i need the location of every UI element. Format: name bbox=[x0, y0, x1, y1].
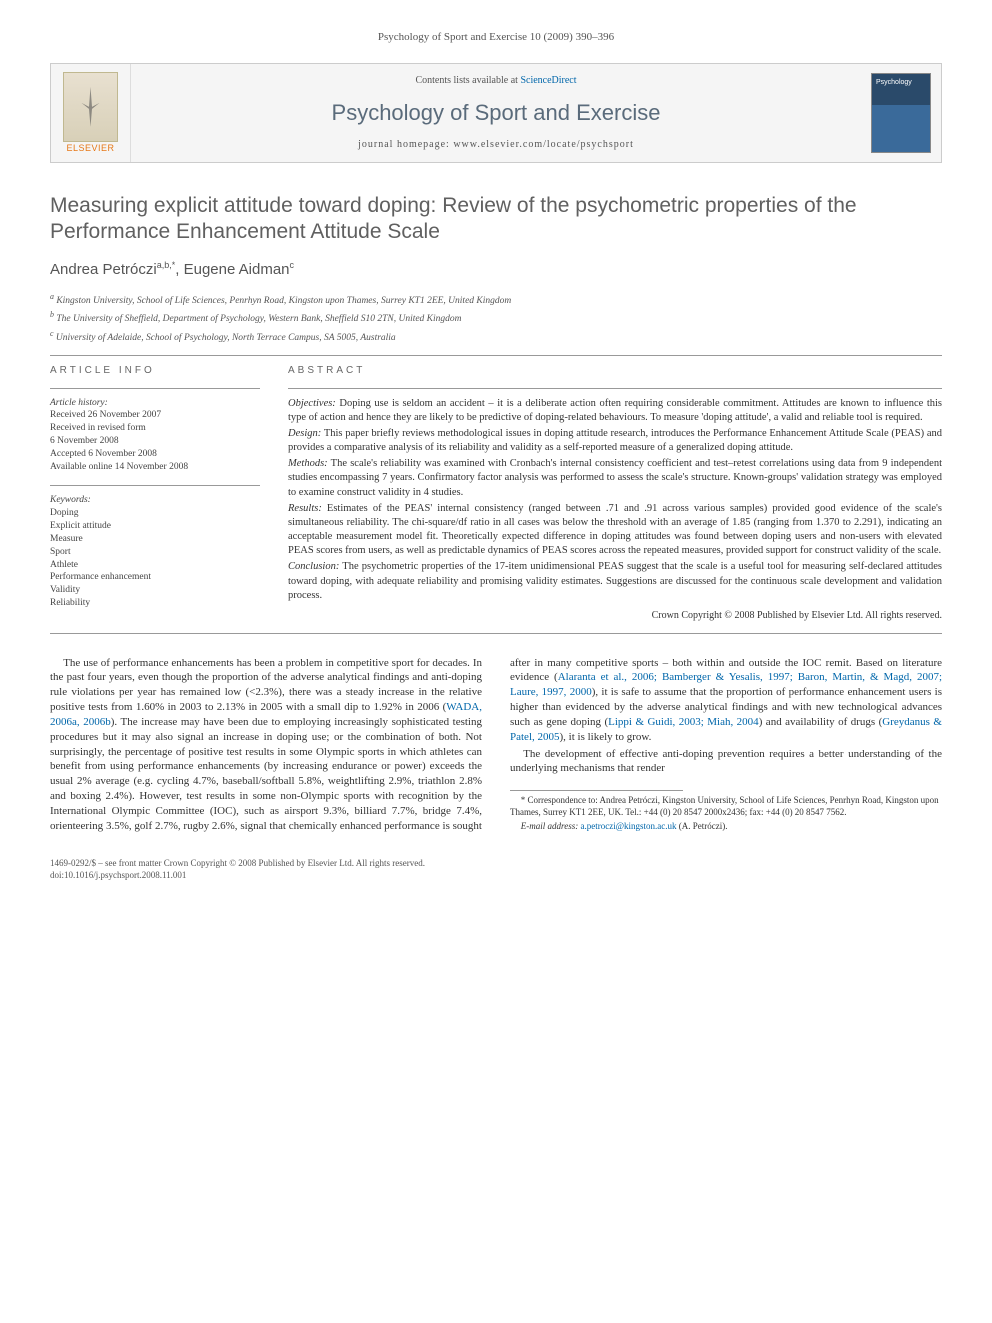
abs-text: The scale's reliability was examined wit… bbox=[288, 458, 942, 497]
affiliations: a Kingston University, School of Life Sc… bbox=[50, 291, 942, 345]
divider bbox=[50, 355, 942, 356]
article-title: Measuring explicit attitude toward dopin… bbox=[50, 193, 942, 246]
abstract-design: Design: This paper briefly reviews metho… bbox=[288, 427, 942, 455]
contents-available: Contents lists available at ScienceDirec… bbox=[139, 74, 853, 88]
divider bbox=[50, 485, 260, 486]
author-2: Eugene Aidman bbox=[184, 261, 290, 278]
author-1-marks: a,b,* bbox=[157, 260, 176, 270]
email-footnote: E-mail address: a.petroczi@kingston.ac.u… bbox=[510, 821, 942, 833]
email-label: E-mail address: bbox=[521, 821, 581, 831]
keyword: Measure bbox=[50, 533, 260, 546]
footnote-separator bbox=[510, 790, 683, 791]
history-line: Accepted 6 November 2008 bbox=[50, 448, 260, 461]
abs-label: Design: bbox=[288, 428, 321, 439]
affiliation-c: c University of Adelaide, School of Psyc… bbox=[50, 328, 942, 345]
abstract-copyright: Crown Copyright © 2008 Published by Else… bbox=[288, 609, 942, 623]
banner-center: Contents lists available at ScienceDirec… bbox=[131, 64, 861, 162]
journal-title: Psychology of Sport and Exercise bbox=[139, 98, 853, 128]
sciencedirect-link[interactable]: ScienceDirect bbox=[520, 75, 576, 86]
divider bbox=[50, 633, 942, 634]
aff-mark: a bbox=[50, 292, 54, 301]
history-line: 6 November 2008 bbox=[50, 435, 260, 448]
abs-text: This paper briefly reviews methodologica… bbox=[288, 428, 942, 453]
abstract-methods: Methods: The scale's reliability was exa… bbox=[288, 457, 942, 500]
footer-doi: doi:10.1016/j.psychsport.2008.11.001 bbox=[50, 870, 942, 882]
history-line: Received 26 November 2007 bbox=[50, 409, 260, 422]
keyword: Athlete bbox=[50, 559, 260, 572]
author-2-marks: c bbox=[290, 260, 295, 270]
aff-text: The University of Sheffield, Department … bbox=[56, 314, 461, 324]
abs-label: Methods: bbox=[288, 458, 328, 469]
aff-text: University of Adelaide, School of Psycho… bbox=[56, 333, 396, 343]
contents-prefix: Contents lists available at bbox=[415, 75, 520, 86]
keyword: Doping bbox=[50, 507, 260, 520]
abstract-column: ABSTRACT Objectives: Doping use is seldo… bbox=[288, 364, 942, 622]
body-text-run: The use of performance enhancements has … bbox=[50, 657, 482, 714]
homepage-url[interactable]: www.elsevier.com/locate/psychsport bbox=[453, 139, 634, 150]
affiliation-a: a Kingston University, School of Life Sc… bbox=[50, 291, 942, 308]
keyword: Explicit attitude bbox=[50, 520, 260, 533]
page-footer: 1469-0292/$ – see front matter Crown Cop… bbox=[50, 858, 942, 881]
author-list: Andrea Petróczia,b,*, Eugene Aidmanc bbox=[50, 259, 942, 280]
affiliation-b: b The University of Sheffield, Departmen… bbox=[50, 309, 942, 326]
aff-text: Kingston University, School of Life Scie… bbox=[56, 296, 511, 306]
running-head: Psychology of Sport and Exercise 10 (200… bbox=[50, 30, 942, 45]
journal-homepage: journal homepage: www.elsevier.com/locat… bbox=[139, 138, 853, 152]
abs-label: Conclusion: bbox=[288, 561, 339, 572]
divider bbox=[288, 388, 942, 389]
abs-text: Doping use is seldom an accident – it is… bbox=[288, 398, 942, 423]
citation-link[interactable]: Lippi & Guidi, 2003; Miah, 2004 bbox=[608, 716, 759, 728]
publisher-block: ELSEVIER bbox=[51, 64, 131, 162]
cover-block bbox=[861, 64, 941, 162]
keyword: Reliability bbox=[50, 597, 260, 610]
aff-mark: b bbox=[50, 310, 54, 319]
keyword: Sport bbox=[50, 546, 260, 559]
abs-label: Objectives: bbox=[288, 398, 336, 409]
abstract-heading: ABSTRACT bbox=[288, 364, 942, 378]
author-1: Andrea Petróczi bbox=[50, 261, 157, 278]
keyword: Validity bbox=[50, 584, 260, 597]
publisher-label: ELSEVIER bbox=[66, 142, 114, 154]
aff-mark: c bbox=[50, 329, 54, 338]
abstract-objectives: Objectives: Doping use is seldom an acci… bbox=[288, 397, 942, 425]
history-line: Received in revised form bbox=[50, 422, 260, 435]
abs-text: The psychometric properties of the 17-it… bbox=[288, 561, 942, 600]
journal-banner: ELSEVIER Contents lists available at Sci… bbox=[50, 63, 942, 163]
elsevier-tree-icon bbox=[63, 72, 118, 142]
article-history: Article history: Received 26 November 20… bbox=[50, 397, 260, 474]
body-text: The use of performance enhancements has … bbox=[50, 656, 942, 834]
history-label: Article history: bbox=[50, 397, 260, 410]
body-text-run: ), it is likely to grow. bbox=[560, 731, 652, 743]
abstract-results: Results: Estimates of the PEAS' internal… bbox=[288, 502, 942, 559]
keywords-label: Keywords: bbox=[50, 494, 260, 507]
footer-copyright: 1469-0292/$ – see front matter Crown Cop… bbox=[50, 858, 942, 870]
correspondence-footnote: * Correspondence to: Andrea Petróczi, Ki… bbox=[510, 795, 942, 818]
body-paragraph-2: The development of effective anti-doping… bbox=[510, 747, 942, 777]
body-text-run: ) and availability of drugs ( bbox=[759, 716, 883, 728]
keywords-block: Keywords: Doping Explicit attitude Measu… bbox=[50, 494, 260, 609]
abs-label: Results: bbox=[288, 503, 322, 514]
abstract-conclusion: Conclusion: The psychometric properties … bbox=[288, 560, 942, 603]
email-link[interactable]: a.petroczi@kingston.ac.uk bbox=[580, 821, 676, 831]
divider bbox=[50, 388, 260, 389]
meta-abstract-row: ARTICLE INFO Article history: Received 2… bbox=[50, 364, 942, 622]
history-line: Available online 14 November 2008 bbox=[50, 461, 260, 474]
keyword: Performance enhancement bbox=[50, 571, 260, 584]
homepage-prefix: journal homepage: bbox=[358, 139, 453, 150]
journal-cover-icon bbox=[871, 73, 931, 153]
email-suffix: (A. Petróczi). bbox=[676, 821, 727, 831]
article-info-column: ARTICLE INFO Article history: Received 2… bbox=[50, 364, 260, 622]
article-info-heading: ARTICLE INFO bbox=[50, 364, 260, 378]
abs-text: Estimates of the PEAS' internal consiste… bbox=[288, 503, 942, 557]
